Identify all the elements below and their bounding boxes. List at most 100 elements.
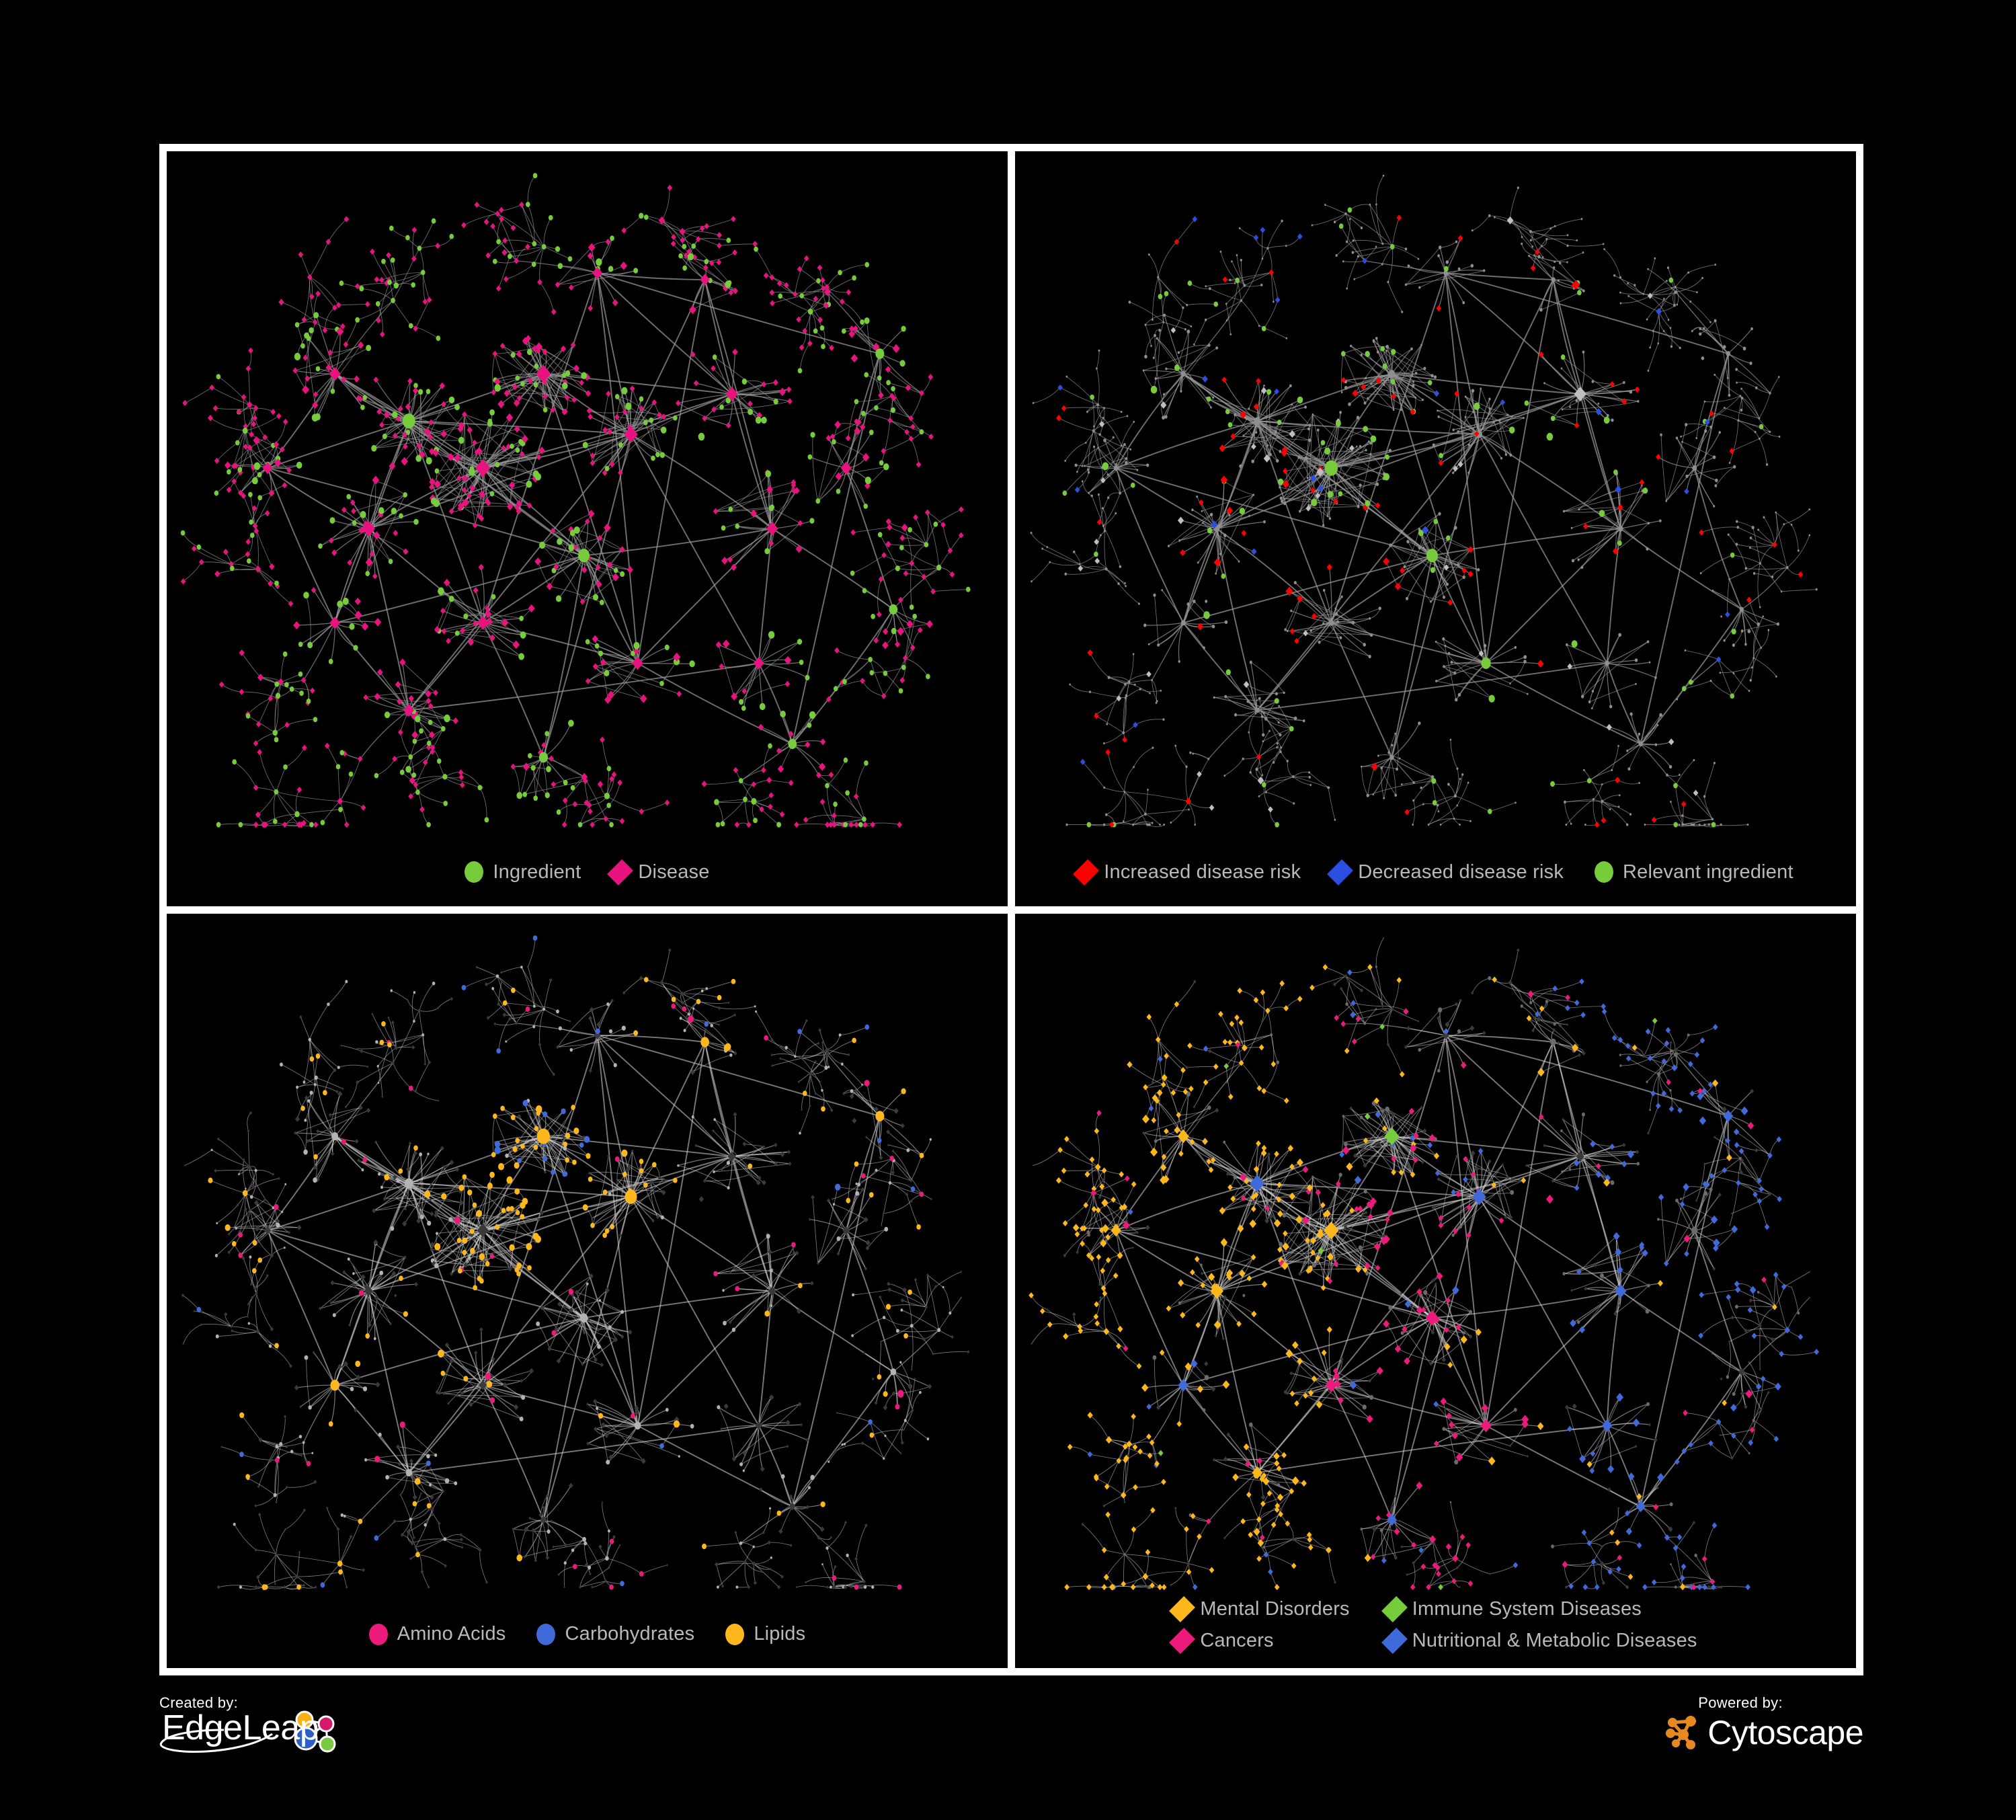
- network-node-lipid[interactable]: [511, 987, 516, 993]
- network-node-increased-risk[interactable]: [1230, 433, 1236, 440]
- network-node-disease[interactable]: [579, 598, 586, 605]
- network-node-disease-dim[interactable]: [529, 1368, 534, 1374]
- network-node-background[interactable]: [1670, 345, 1673, 348]
- network-node-background[interactable]: [1263, 520, 1266, 524]
- network-node-disease-dim[interactable]: [880, 1224, 883, 1226]
- network-node-disease[interactable]: [354, 375, 360, 383]
- network-node-disease-dim[interactable]: [550, 1519, 553, 1522]
- network-node-background[interactable]: [1559, 262, 1562, 265]
- network-node-background[interactable]: [1443, 665, 1445, 668]
- network-node-other-disease[interactable]: [1566, 1023, 1569, 1026]
- network-node-lipid[interactable]: [534, 1125, 539, 1132]
- network-node-background[interactable]: [1570, 822, 1572, 825]
- network-node-cancer[interactable]: [1302, 1216, 1309, 1224]
- network-node-mental-disorder[interactable]: [1258, 1043, 1264, 1050]
- network-node-other-disease[interactable]: [1455, 1528, 1459, 1533]
- network-node-mental-disorder[interactable]: [1537, 1421, 1544, 1430]
- network-node-other-disease[interactable]: [1458, 1585, 1461, 1588]
- network-node-background[interactable]: [1649, 346, 1651, 349]
- network-node-cancer[interactable]: [1562, 1560, 1568, 1568]
- network-node-disease-dim[interactable]: [330, 1279, 335, 1285]
- network-node-background[interactable]: [1627, 282, 1629, 285]
- network-node-mental-disorder[interactable]: [1349, 1207, 1355, 1214]
- network-node-disease[interactable]: [503, 276, 509, 282]
- network-node-disease-dim[interactable]: [263, 1197, 267, 1201]
- network-node-other-disease[interactable]: [1607, 1487, 1611, 1492]
- network-node-disease-dim[interactable]: [264, 1226, 272, 1234]
- network-node-other-ingredient[interactable]: [307, 1099, 311, 1103]
- network-node-disease[interactable]: [680, 237, 686, 243]
- network-node-background[interactable]: [1268, 729, 1271, 732]
- network-node-background[interactable]: [1617, 805, 1620, 808]
- network-node-lipid[interactable]: [586, 1152, 591, 1159]
- network-node-disease[interactable]: [730, 563, 737, 571]
- network-node-ingredient[interactable]: [180, 530, 186, 536]
- network-node-increased-risk[interactable]: [1746, 596, 1752, 603]
- network-node-background[interactable]: [1746, 824, 1749, 826]
- network-node-relevant-ingredient[interactable]: [1432, 799, 1437, 805]
- network-node-disease[interactable]: [485, 500, 491, 506]
- network-node-mental-disorder[interactable]: [1261, 1472, 1267, 1478]
- network-node-background[interactable]: [1488, 214, 1491, 218]
- network-node-disease[interactable]: [835, 472, 842, 481]
- network-node-mental-disorder[interactable]: [1161, 1073, 1168, 1081]
- network-node-ingredient[interactable]: [864, 476, 871, 485]
- network-node-disease[interactable]: [824, 284, 830, 290]
- network-node-mental-disorder[interactable]: [1444, 1342, 1451, 1351]
- network-node-mental-disorder[interactable]: [1256, 1555, 1262, 1562]
- network-node-other-ingredient[interactable]: [331, 1132, 339, 1140]
- network-node-cancer[interactable]: [1425, 1310, 1439, 1326]
- network-node-other-disease[interactable]: [1634, 1444, 1638, 1448]
- network-node-disease-dim[interactable]: [391, 1270, 397, 1276]
- network-node-disease[interactable]: [766, 777, 772, 784]
- network-node-disease[interactable]: [495, 285, 501, 292]
- network-node-lipid[interactable]: [572, 1159, 577, 1165]
- network-node-background[interactable]: [1380, 766, 1383, 770]
- network-node-lipid[interactable]: [725, 1043, 731, 1051]
- network-node-disease[interactable]: [370, 248, 375, 255]
- network-node-disease[interactable]: [909, 560, 915, 567]
- network-node-neutral-disease[interactable]: [1177, 516, 1184, 524]
- network-node-neutral-disease[interactable]: [1443, 564, 1449, 571]
- network-node-background[interactable]: [1160, 689, 1162, 692]
- network-node-mental-disorder[interactable]: [1180, 1066, 1186, 1073]
- network-node-cancer[interactable]: [1410, 1144, 1417, 1152]
- network-node-ingredient[interactable]: [813, 328, 818, 334]
- network-node-ingredient-dim[interactable]: [1581, 1112, 1585, 1117]
- network-node-disease[interactable]: [883, 628, 889, 635]
- network-node-background[interactable]: [1369, 617, 1371, 620]
- network-node-disease[interactable]: [784, 680, 791, 687]
- network-node-background[interactable]: [1735, 368, 1738, 371]
- network-node-disease[interactable]: [783, 282, 789, 288]
- network-node-mental-disorder[interactable]: [1234, 1014, 1240, 1021]
- network-node-disease[interactable]: [374, 276, 380, 283]
- network-node-cancer[interactable]: [1315, 1189, 1321, 1196]
- network-node-disease-dim[interactable]: [733, 1050, 737, 1056]
- network-node-ingredient[interactable]: [568, 719, 574, 727]
- network-node-disease[interactable]: [469, 485, 476, 492]
- network-node-ingredient[interactable]: [899, 545, 904, 551]
- network-node-other-ingredient[interactable]: [249, 1195, 253, 1199]
- network-node-mental-disorder[interactable]: [1222, 1038, 1228, 1045]
- network-node-disease-dim[interactable]: [372, 1208, 376, 1214]
- network-node-ingredient[interactable]: [862, 588, 867, 594]
- network-node-lipid[interactable]: [536, 1128, 551, 1144]
- network-node-ingredient[interactable]: [735, 523, 740, 529]
- network-node-disease-dim[interactable]: [702, 1178, 707, 1183]
- network-node-background[interactable]: [1676, 303, 1679, 306]
- network-node-mental-disorder[interactable]: [1297, 995, 1303, 1002]
- network-node-ingredient[interactable]: [246, 558, 251, 564]
- network-node-other-ingredient[interactable]: [780, 1474, 785, 1479]
- network-node-other-disease[interactable]: [1131, 1246, 1134, 1249]
- network-node-disease[interactable]: [570, 342, 576, 348]
- network-node-background[interactable]: [1775, 511, 1777, 514]
- network-node-disease[interactable]: [885, 366, 891, 373]
- network-node-background[interactable]: [1571, 559, 1575, 563]
- network-node-nutritional-metabolic[interactable]: [1586, 1540, 1592, 1546]
- network-node-background[interactable]: [1121, 444, 1123, 447]
- network-node-relevant-ingredient[interactable]: [1227, 422, 1233, 428]
- network-node-other-disease[interactable]: [1406, 1025, 1411, 1031]
- network-node-background[interactable]: [1261, 258, 1264, 260]
- network-node-lipid[interactable]: [527, 1265, 532, 1271]
- network-node-disease-dim[interactable]: [864, 1135, 868, 1139]
